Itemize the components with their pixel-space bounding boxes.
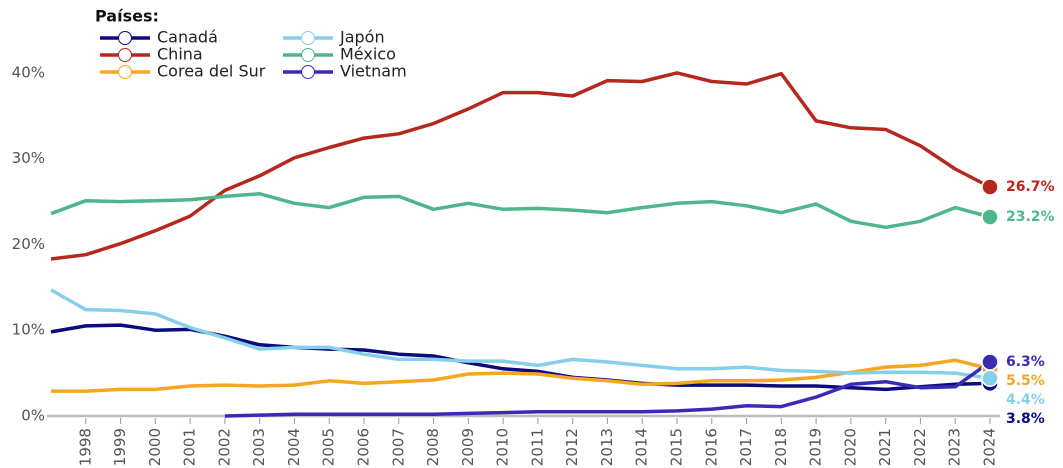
end-marker <box>981 369 999 388</box>
end-label: 26.7% <box>1006 179 1055 195</box>
end-label: 6.3% <box>1006 354 1045 370</box>
x-tick-label: 2023 <box>946 428 964 466</box>
y-tick-label: 40% <box>12 63 45 81</box>
x-tick-label: 1999 <box>111 428 129 466</box>
x-tick-label: 2011 <box>528 428 546 466</box>
end-marker <box>981 353 999 371</box>
x-tick-label: 2003 <box>250 428 268 466</box>
x-tick-label: 2016 <box>702 428 720 466</box>
legend-label: Corea del Sur <box>157 62 266 81</box>
x-tick-label: 2019 <box>807 428 825 466</box>
x-tick-label: 2007 <box>389 428 407 466</box>
x-tick-label: 2008 <box>424 428 442 466</box>
x-tick-label: 2009 <box>459 428 477 466</box>
x-tick-label: 2024 <box>981 428 999 466</box>
x-tick-label: 2006 <box>355 428 373 466</box>
end-marker <box>981 178 999 196</box>
y-tick-label: 30% <box>12 149 45 167</box>
legend-marker <box>118 48 132 62</box>
x-tick-label: 2022 <box>911 428 929 466</box>
x-tick-label: 2020 <box>841 428 859 466</box>
series-line <box>50 288 991 381</box>
x-tick-label: 1998 <box>76 428 94 466</box>
legend-title: Países: <box>95 7 159 26</box>
x-tick-label: 2015 <box>668 428 686 466</box>
x-tick-label: 2021 <box>876 428 894 466</box>
x-tick-label: 2004 <box>285 428 303 466</box>
x-tick-label: 2013 <box>598 428 616 466</box>
y-tick-label: 0% <box>21 407 45 425</box>
x-tick-label: 2014 <box>633 428 651 466</box>
series-line <box>224 360 992 418</box>
legend-label: Canadá <box>157 28 218 47</box>
y-tick-label: 20% <box>12 235 45 253</box>
series-line <box>51 358 991 393</box>
end-label: 4.4% <box>1006 392 1045 408</box>
series-line <box>50 71 991 261</box>
legend-marker <box>301 48 315 62</box>
series-line <box>50 192 991 230</box>
end-label: 5.5% <box>1006 373 1045 389</box>
legend-marker <box>118 31 132 45</box>
x-tick-label: 2018 <box>772 428 790 466</box>
y-tick-label: 10% <box>12 321 45 339</box>
x-tick-label: 2010 <box>494 428 512 466</box>
legend-marker <box>118 65 132 79</box>
end-label: 3.8% <box>1006 411 1045 427</box>
legend-marker <box>301 65 315 79</box>
x-tick-label: 2005 <box>320 428 338 466</box>
legend-label: México <box>340 45 396 64</box>
x-tick-label: 2001 <box>181 428 199 466</box>
legend-marker <box>301 31 315 45</box>
legend-label: Vietnam <box>340 62 407 81</box>
x-tick-label: 2000 <box>146 428 164 466</box>
x-tick-label: 2012 <box>563 428 581 466</box>
legend-label: Japón <box>339 28 385 47</box>
x-tick-label: 2002 <box>215 428 233 466</box>
legend-label: China <box>157 45 203 64</box>
end-label: 23.2% <box>1006 209 1055 225</box>
series-line <box>50 323 991 392</box>
x-tick-label: 2017 <box>737 428 755 466</box>
end-marker <box>981 208 999 226</box>
